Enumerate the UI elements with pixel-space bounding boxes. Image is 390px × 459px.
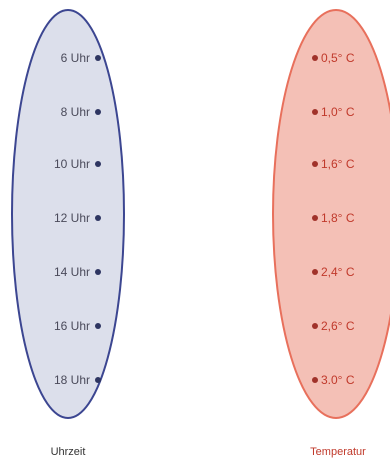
right-item-dot xyxy=(312,161,318,167)
right-item-label: 0,5° C xyxy=(321,51,355,65)
left-item-dot xyxy=(95,161,101,167)
left-set-items: 6 Uhr 8 Uhr 10 Uhr 12 Uhr 14 Uhr 16 Uhr 18 Uhr xyxy=(54,51,101,387)
right-set-item: 3.0° C xyxy=(312,373,355,387)
right-set-item: 1,8° C xyxy=(312,211,355,225)
right-set-item: 1,0° C xyxy=(312,105,355,119)
right-set-ellipse xyxy=(272,9,390,419)
right-item-dot xyxy=(312,323,318,329)
left-set: 6 Uhr 8 Uhr 10 Uhr 12 Uhr 14 Uhr 16 Uhr 18 Uhr… xyxy=(11,9,125,458)
right-set-item: 2,4° C xyxy=(312,265,355,279)
left-item-dot xyxy=(95,55,101,61)
left-item-dot xyxy=(95,109,101,115)
left-item-label: 6 Uhr xyxy=(61,51,90,65)
left-item-dot xyxy=(95,377,101,383)
right-item-dot xyxy=(312,55,318,61)
right-item-dot xyxy=(312,215,318,221)
left-set-item: 6 Uhr xyxy=(61,51,101,65)
left-item-label: 16 Uhr xyxy=(54,319,90,333)
right-set-item: 1,6° C xyxy=(312,157,355,171)
left-item-label: 14 Uhr xyxy=(54,265,90,279)
left-set-caption: Uhrzeit xyxy=(51,446,86,458)
right-item-label: 1,0° C xyxy=(321,105,355,119)
left-set-item: 10 Uhr xyxy=(54,157,101,171)
right-set-items: 0,5° C 1,0° C 1,6° C 1,8° C 2,4° C 2,6° C 3.0°… xyxy=(312,51,355,387)
right-item-label: 1,6° C xyxy=(321,157,355,171)
right-item-label: 2,6° C xyxy=(321,319,355,333)
right-item-dot xyxy=(312,109,318,115)
right-set-caption: Temperatur xyxy=(310,446,366,458)
left-item-label: 10 Uhr xyxy=(54,157,90,171)
right-set-item: 2,6° C xyxy=(312,319,355,333)
right-item-label: 1,8° C xyxy=(321,211,355,225)
right-set-item: 0,5° C xyxy=(312,51,355,65)
left-set-item: 16 Uhr xyxy=(54,319,101,333)
left-item-dot xyxy=(95,323,101,329)
right-item-label: 2,4° C xyxy=(321,265,355,279)
right-set: 0,5° C 1,0° C 1,6° C 1,8° C 2,4° C 2,6° C 3.0°… xyxy=(272,9,390,458)
left-item-label: 18 Uhr xyxy=(54,373,90,387)
right-item-dot xyxy=(312,269,318,275)
right-item-label: 3.0° C xyxy=(321,373,355,387)
left-item-label: 12 Uhr xyxy=(54,211,90,225)
left-item-dot xyxy=(95,215,101,221)
left-item-label: 8 Uhr xyxy=(61,105,90,119)
left-set-item: 8 Uhr xyxy=(61,105,101,119)
left-set-item: 12 Uhr xyxy=(54,211,101,225)
left-set-item: 14 Uhr xyxy=(54,265,101,279)
left-item-dot xyxy=(95,269,101,275)
right-item-dot xyxy=(312,377,318,383)
left-set-item: 18 Uhr xyxy=(54,373,101,387)
